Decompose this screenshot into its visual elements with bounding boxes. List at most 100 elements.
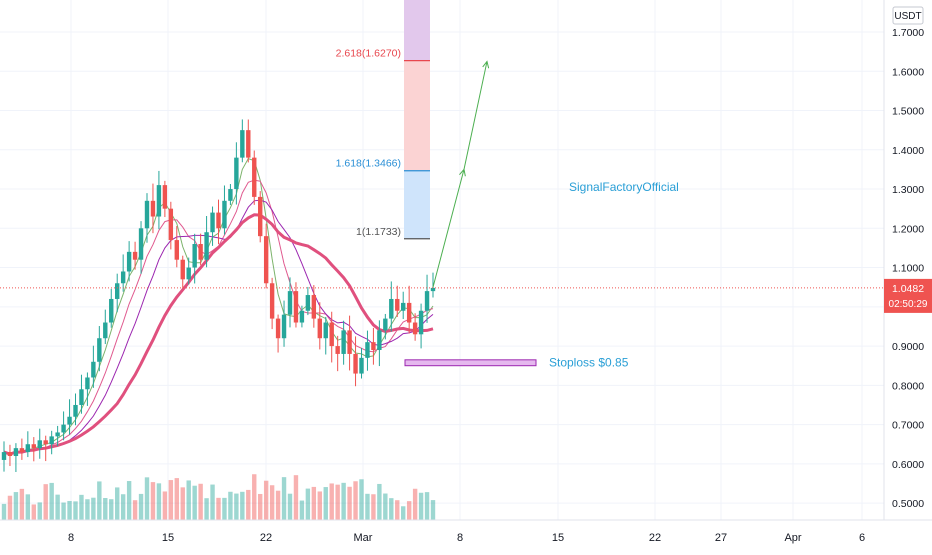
volume-bar — [13, 492, 19, 520]
candle-body — [73, 404, 78, 417]
volume-bar — [19, 488, 25, 520]
candle-body — [120, 271, 126, 284]
volume-bar — [335, 484, 340, 520]
volume-bar — [25, 494, 31, 520]
volume-bar — [180, 487, 185, 520]
volume-bar — [144, 477, 150, 520]
volume-bar — [1, 503, 7, 520]
arrow-head — [482, 60, 490, 69]
volume-bar — [252, 474, 257, 520]
volume-bar — [150, 482, 156, 520]
candle-body — [156, 185, 162, 217]
grid-lines — [0, 0, 884, 520]
time-tick-label: 27 — [715, 532, 727, 544]
candle-body — [329, 322, 334, 347]
candle-body — [418, 310, 424, 335]
fib-zone-mid — [404, 60, 430, 171]
volume-bar — [103, 498, 108, 520]
volume-bar — [156, 483, 162, 520]
volume-bar — [216, 497, 221, 520]
stoploss-label: Stoploss $0.85 — [549, 356, 629, 370]
volume-bar — [115, 487, 120, 520]
candle-body — [216, 212, 221, 229]
volume-bar — [37, 502, 42, 520]
price-tick-label: 1.2000 — [892, 223, 924, 235]
volume-bar — [43, 484, 48, 520]
candle-body — [412, 322, 418, 335]
candle-body — [180, 259, 185, 280]
candle-body — [281, 314, 287, 339]
time-tick-label: Mar — [354, 532, 373, 544]
candle-body — [335, 346, 340, 354]
candle-body — [186, 267, 191, 280]
volume-bar — [120, 494, 126, 520]
candle-body — [79, 389, 84, 405]
volume-bar — [79, 494, 84, 520]
candle-body — [7, 452, 13, 457]
price-tick-label: 1.7000 — [892, 27, 924, 39]
volume-bar — [365, 493, 370, 520]
candle-body — [287, 291, 293, 315]
candle-body — [389, 298, 394, 319]
volume-bar — [73, 501, 78, 520]
candle-body — [144, 200, 150, 229]
candle-body — [365, 342, 370, 358]
candle-body — [115, 283, 120, 299]
candle-body — [299, 310, 305, 323]
time-tick-label: 8 — [457, 532, 463, 544]
volume-bar — [234, 493, 239, 520]
candle-body — [222, 200, 227, 229]
candle-body — [109, 298, 114, 323]
candle-body — [85, 377, 90, 390]
volume-bar — [341, 482, 346, 520]
candlesticks — [1, 119, 436, 473]
volume-bar — [406, 501, 412, 520]
candle-body — [293, 291, 299, 323]
last-price-badge — [884, 278, 932, 313]
volume-bar — [162, 491, 168, 520]
candle-body — [371, 342, 376, 351]
candle-body — [43, 440, 48, 445]
drawings: Stoploss $0.85 SignalFactoryOfficial — [0, 60, 884, 370]
last-price-value: 1.0482 — [892, 283, 924, 295]
volume-bar — [192, 485, 197, 520]
candle-body — [67, 416, 72, 425]
fibonacci-extension: 2.618(1.6270) 1.618(1.3466) 1(1.1733) — [336, 0, 430, 240]
candle-body — [91, 361, 96, 378]
candle-body — [395, 298, 400, 311]
fib-zone-top — [404, 0, 430, 61]
candle-body — [174, 240, 179, 260]
volume-bar — [275, 490, 281, 520]
candle-body — [37, 440, 42, 449]
volume-bar — [55, 494, 60, 520]
volume-bar — [7, 495, 13, 520]
time-tick-label: 8 — [68, 532, 74, 544]
candle-body — [246, 130, 251, 158]
volume-bar — [311, 486, 317, 520]
price-tick-label: 0.9000 — [892, 341, 924, 353]
time-tick-label: 15 — [162, 532, 174, 544]
volume-bar — [228, 491, 233, 520]
time-axis[interactable]: 8 15 22 Mar 8 15 22 27 Apr 6 — [0, 519, 932, 544]
candle-body — [25, 444, 31, 453]
price-tick-label: 0.6000 — [892, 459, 924, 471]
candle-body — [311, 295, 317, 319]
volume-bar — [412, 488, 418, 520]
price-tick-label: 1.5000 — [892, 106, 924, 118]
volume-bar — [138, 493, 144, 520]
countdown-timer: 02:50:29 — [889, 299, 928, 310]
volume-bar — [61, 502, 66, 520]
volume-bars — [1, 474, 436, 520]
time-tick-label: 6 — [859, 532, 865, 544]
candle-body — [49, 436, 54, 445]
candle-body — [61, 424, 66, 433]
currency-box — [892, 6, 924, 25]
price-tick-label: 1.3000 — [892, 184, 924, 196]
price-axis[interactable]: 1.7000 1.6000 1.5000 1.4000 1.3000 1.2000 1.10… — [883, 0, 932, 520]
candle-body — [1, 452, 7, 460]
volume-bar — [401, 506, 406, 520]
candle-body — [424, 291, 430, 311]
volume-bar — [198, 483, 203, 520]
